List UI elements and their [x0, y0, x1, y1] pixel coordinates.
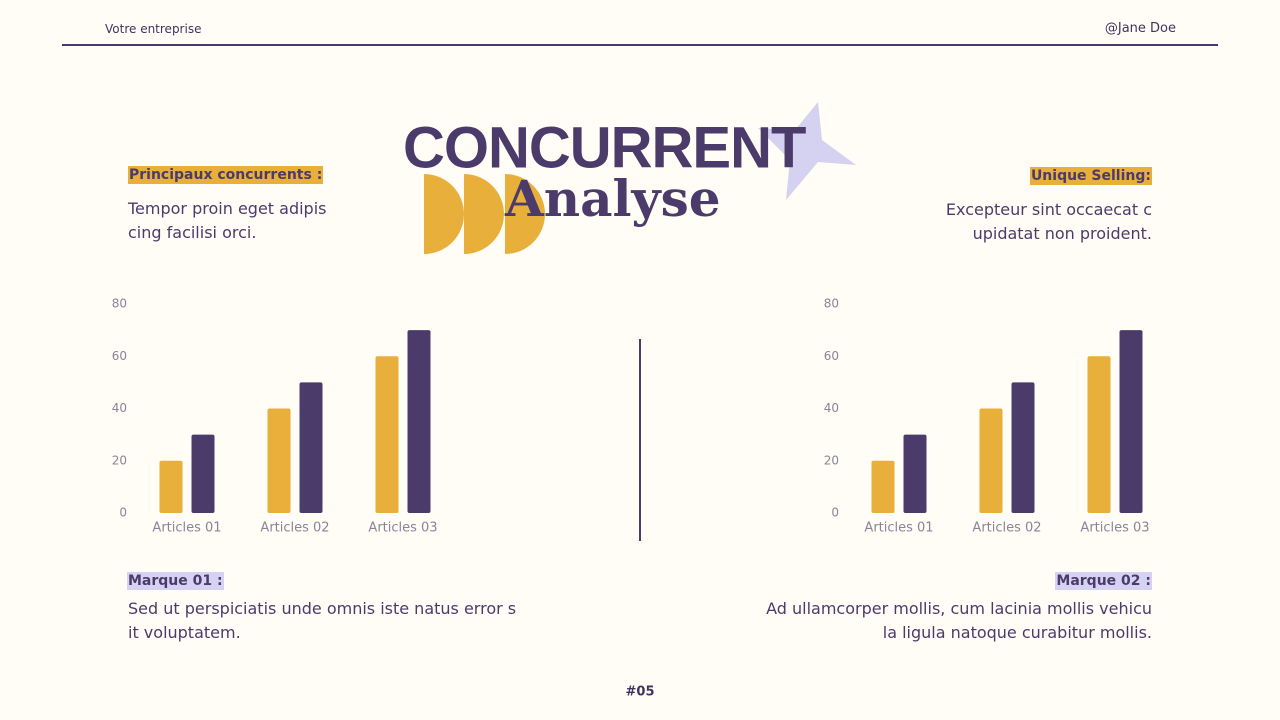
x-tick-label: Articles 01 [152, 521, 221, 536]
y-tick-label: 40 [112, 401, 127, 415]
y-tick-label: 20 [824, 453, 839, 467]
y-tick-label: 60 [112, 349, 127, 363]
y-tick-label: 40 [824, 401, 839, 415]
line: la ligula natoque curabitur mollis. [882, 623, 1152, 642]
bar [979, 408, 1003, 513]
y-tick-label: 20 [112, 453, 127, 467]
paragraph: Sed ut perspiciatis unde omnis iste natu… [128, 597, 516, 645]
y-tick-label: 80 [112, 297, 127, 311]
y-tick-label: 60 [824, 349, 839, 363]
bar [1087, 356, 1111, 513]
bar [191, 434, 215, 513]
subtitle: Analyse [504, 169, 721, 228]
line: Tempor proin eget adipis [128, 199, 327, 218]
line: cing facilisi orci. [128, 223, 257, 242]
bar [1011, 382, 1035, 513]
y-tick-label: 0 [831, 506, 839, 520]
x-tick-label: Articles 02 [260, 521, 329, 536]
author: @Jane Doe [1104, 21, 1176, 36]
bar [407, 330, 431, 513]
bar [375, 356, 399, 513]
line: Excepteur sint occaecat c [945, 200, 1152, 219]
y-tick-label: 80 [824, 297, 839, 311]
y-tick-label: 0 [119, 506, 127, 520]
star-shape [758, 102, 856, 200]
bar [903, 434, 927, 513]
title: CONCURRENT [403, 115, 806, 180]
line: Ad ullamcorper mollis, cum lacinia molli… [766, 599, 1152, 618]
label: Principaux concurrents : [128, 166, 324, 184]
bar [871, 460, 895, 513]
page-number: #05 [626, 685, 655, 700]
label: Marque 01 : [127, 572, 224, 590]
company: Votre entreprise [105, 22, 202, 36]
half-circle [424, 174, 464, 254]
bar [159, 460, 183, 513]
paragraph: Excepteur sint occaecat c upidatat non pr… [946, 198, 1152, 246]
line: it voluptatem. [128, 623, 241, 642]
bar [1119, 330, 1143, 513]
line: upidatat non proident. [972, 224, 1152, 243]
half-circle [464, 174, 504, 254]
bar [299, 382, 323, 513]
x-tick-label: Articles 03 [368, 521, 437, 536]
bar [267, 408, 291, 513]
x-tick-label: Articles 03 [1080, 521, 1149, 536]
x-tick-label: Articles 01 [864, 521, 933, 536]
paragraph: Tempor proin eget adipis cing facilisi or… [128, 197, 326, 245]
label: Unique Selling: [1029, 167, 1152, 185]
x-tick-label: Articles 02 [972, 521, 1041, 536]
half-circle [505, 174, 545, 254]
line: Sed ut perspiciatis unde omnis iste natu… [128, 599, 517, 618]
paragraph: Ad ullamcorper mollis, cum lacinia molli… [766, 597, 1152, 645]
label: Marque 02 : [1055, 572, 1152, 590]
